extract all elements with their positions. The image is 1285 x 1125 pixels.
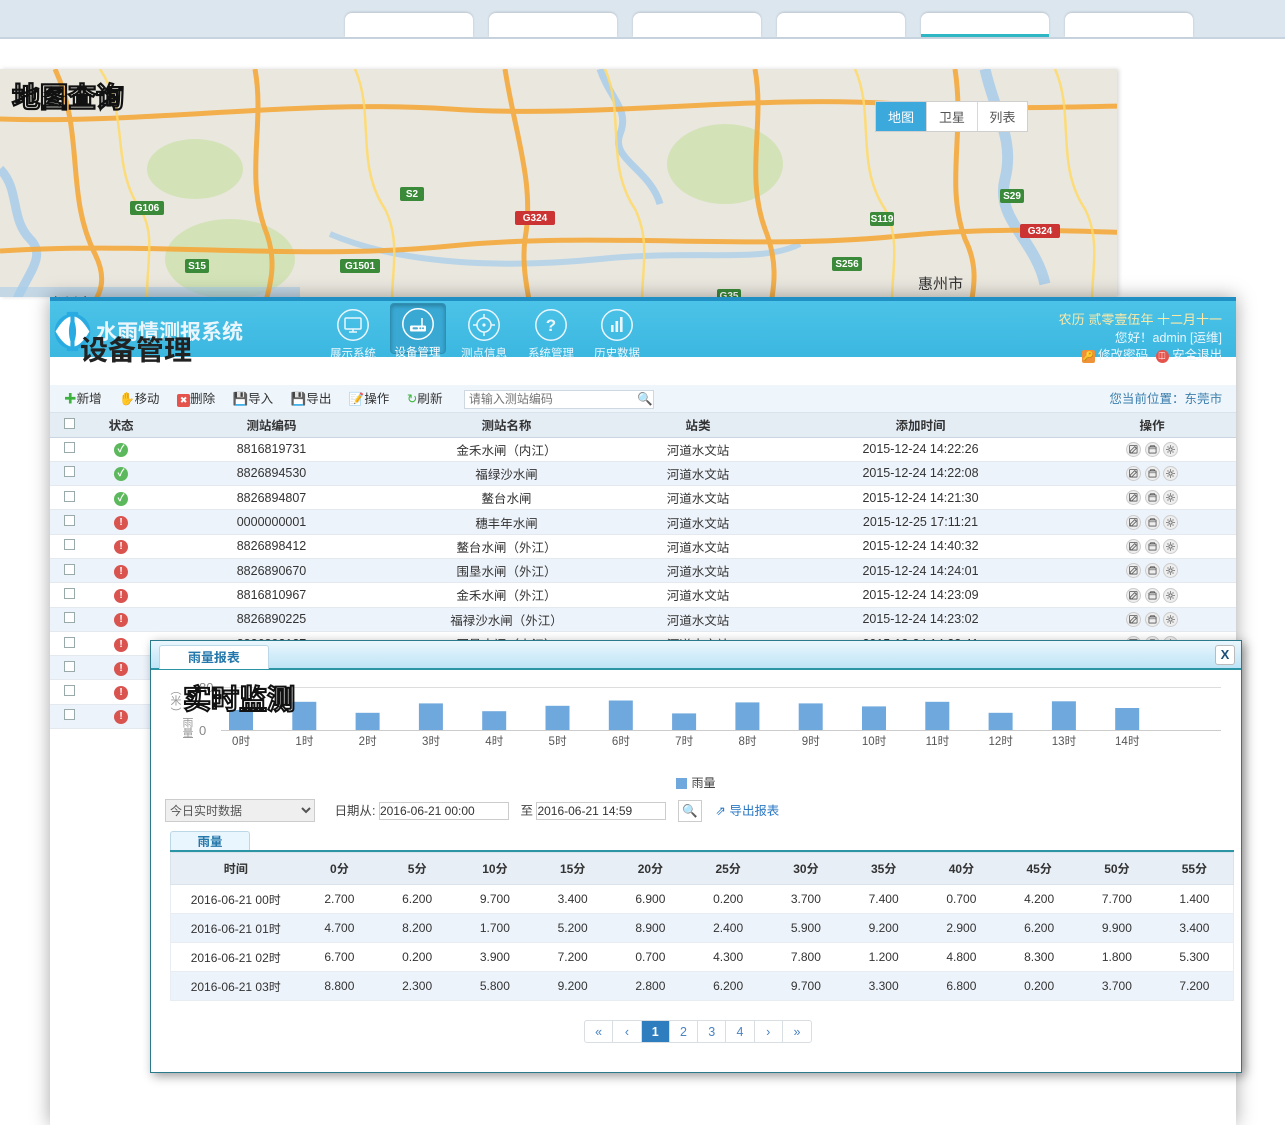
svg-text:S256: S256 bbox=[835, 259, 859, 270]
svg-text:?: ? bbox=[546, 316, 556, 335]
svg-text:G106: G106 bbox=[135, 203, 160, 214]
svg-text:G1501: G1501 bbox=[345, 261, 375, 272]
svg-text:G324: G324 bbox=[523, 213, 548, 224]
svg-text:S119: S119 bbox=[871, 214, 894, 225]
svg-text:G324: G324 bbox=[1028, 226, 1053, 237]
svg-text:惠州市: 惠州市 bbox=[918, 275, 963, 293]
svg-text:S2: S2 bbox=[406, 189, 419, 200]
svg-text:地图查询: 地图查询 bbox=[12, 82, 124, 113]
svg-text:S29: S29 bbox=[1003, 191, 1021, 202]
svg-text:S15: S15 bbox=[188, 261, 206, 272]
